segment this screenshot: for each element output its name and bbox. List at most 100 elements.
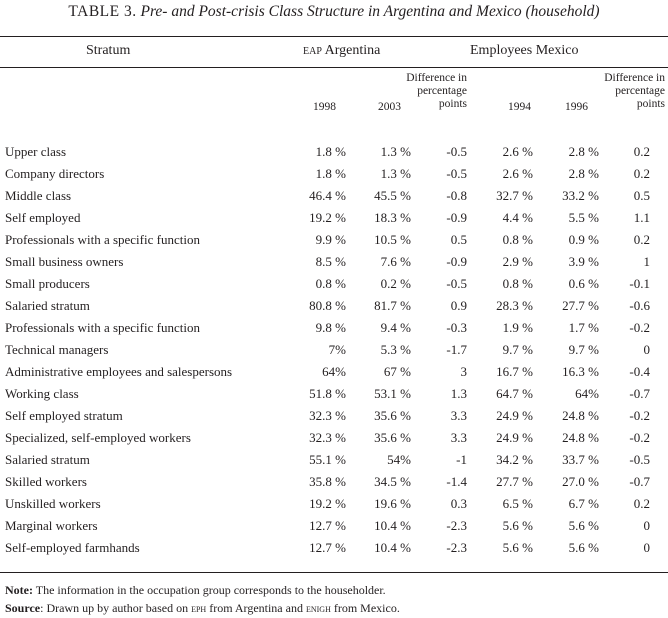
argentina-2003-cell: 7.6 % <box>380 254 411 269</box>
stratum-cell: Administrative employees and salesperson… <box>5 364 233 379</box>
argentina-difference-cell: -0.8 <box>446 188 467 203</box>
mexico-diff-line: points <box>636 98 665 110</box>
argentina-1998-cell: 0.8 % <box>315 276 346 291</box>
mexico-1996-cell: 5.5 % <box>568 210 599 225</box>
mexico-1996-cell: 9.7 % <box>568 342 599 357</box>
argentina-1998-cell: 7% <box>328 342 346 357</box>
argentina-2003-cell: 35.6 % <box>374 430 411 445</box>
argentina-1998-cell: 19.2 % <box>309 496 346 511</box>
stratum-cell: Self employed stratum <box>5 408 123 423</box>
argentina-difference-cell: -0.3 <box>446 320 467 335</box>
stratum-cell: Specialized, self-employed workers <box>5 430 191 445</box>
header-rule <box>0 67 668 68</box>
mexico-difference-cell: 0.2 <box>633 496 650 511</box>
argentina-difference-cell: 0.9 <box>450 298 467 313</box>
stratum-cell: Company directors <box>5 166 105 181</box>
mexico-difference-cell: -0.2 <box>629 408 650 423</box>
mexico-difference-cell: 0 <box>643 518 651 533</box>
table-row: Skilled workers 35.8 % 34.5 % -1.4 27.7 % 27.… <box>0 471 668 493</box>
source-eph: eph <box>191 601 207 615</box>
mexico-difference-cell: 1 <box>643 254 651 269</box>
mexico-difference-cell: -0.1 <box>629 276 650 291</box>
mexico-1996-cell: 16.3 % <box>562 364 599 379</box>
argentina-difference-cell: 1.3 <box>450 386 467 401</box>
stratum-cell: Middle class <box>5 188 72 203</box>
stratum-cell: Professionals with a specific function <box>5 320 200 335</box>
table-label: TABLE 3. <box>68 3 137 20</box>
argentina-diff-line: percentage <box>417 85 467 97</box>
note-line: Note: The information in the occupation … <box>5 581 400 599</box>
stratum-cell: Salaried stratum <box>5 452 90 467</box>
mexico-1996-cell: 0.6 % <box>568 276 599 291</box>
mexico-difference-cell: -0.2 <box>629 320 650 335</box>
note-label: Note: <box>5 583 33 597</box>
source-text: : Drawn up by author based on <box>40 601 192 615</box>
mexico-difference-header: Difference in percentage points <box>604 72 665 111</box>
mexico-1996-cell: 5.6 % <box>568 540 599 555</box>
mexico-difference-cell: -0.4 <box>629 364 650 379</box>
table-row: Middle class 46.4 % 45.5 % -0.8 32.7 % 33.2 %… <box>0 185 668 207</box>
argentina-difference-cell: -1 <box>456 452 467 467</box>
mexico-1994-cell: 5.6 % <box>502 518 533 533</box>
year-1998-header: 1998 <box>313 101 336 113</box>
table-row: Technical managers 7% 5.3 % -1.7 9.7 % 9.7 % 0 <box>0 339 668 361</box>
argentina-1998-cell: 1.8 % <box>315 144 346 159</box>
stratum-cell: Small business owners <box>5 254 124 269</box>
table-row: Self-employed farmhands 12.7 % 10.4 % -2.3 5… <box>0 537 668 559</box>
bottom-rule <box>0 572 668 573</box>
argentina-difference-cell: -1.7 <box>446 342 467 357</box>
mexico-1994-cell: 24.9 % <box>496 408 533 423</box>
argentina-1998-cell: 51.8 % <box>309 386 346 401</box>
argentina-2003-cell: 54% <box>387 452 411 467</box>
table-row: Professionals with a specific function 9.… <box>0 229 668 251</box>
argentina-1998-cell: 9.9 % <box>315 232 346 247</box>
mexico-1994-cell: 28.3 % <box>496 298 533 313</box>
mexico-1996-cell: 24.8 % <box>562 408 599 423</box>
stratum-cell: Marginal workers <box>5 518 98 533</box>
stratum-header: Stratum <box>86 43 131 58</box>
top-rule <box>0 36 668 37</box>
argentina-1998-cell: 64% <box>322 364 346 379</box>
argentina-1998-cell: 8.5 % <box>315 254 346 269</box>
argentina-1998-cell: 1.8 % <box>315 166 346 181</box>
argentina-difference-cell: -2.3 <box>446 540 467 555</box>
source-line: Source: Drawn up by author based on eph … <box>5 599 400 617</box>
argentina-difference-cell: -1.4 <box>446 474 467 489</box>
argentina-2003-cell: 81.7 % <box>374 298 411 313</box>
mexico-1996-cell: 6.7 % <box>568 496 599 511</box>
year-1994-header: 1994 <box>508 101 531 113</box>
stratum-cell: Professionals with a specific function <box>5 232 200 247</box>
mexico-1996-cell: 2.8 % <box>568 144 599 159</box>
mexico-difference-cell: 0 <box>643 342 651 357</box>
mexico-1996-cell: 5.6 % <box>568 518 599 533</box>
argentina-difference-cell: 0.3 <box>450 496 467 511</box>
argentina-1998-cell: 9.8 % <box>315 320 346 335</box>
source-text: from Mexico. <box>330 601 400 615</box>
mexico-difference-cell: -0.7 <box>629 474 650 489</box>
mexico-difference-cell: 0.2 <box>633 232 650 247</box>
mexico-1996-cell: 2.8 % <box>568 166 599 181</box>
mexico-1996-cell: 64% <box>575 386 599 401</box>
table-row: Marginal workers 12.7 % 10.4 % -2.3 5.6 % 5.6… <box>0 515 668 537</box>
argentina-2003-cell: 67 % <box>383 364 411 379</box>
mexico-1996-cell: 33.2 % <box>562 188 599 203</box>
argentina-1998-cell: 35.8 % <box>309 474 346 489</box>
argentina-1998-cell: 80.8 % <box>309 298 346 313</box>
table-row: Self employed 19.2 % 18.3 % -0.9 4.4 % 5.5 % 1… <box>0 207 668 229</box>
source-text: from Argentina and <box>206 601 306 615</box>
table-title: TABLE 3. Pre- and Post-crisis Class Stru… <box>0 3 668 21</box>
mexico-1994-cell: 5.6 % <box>502 540 533 555</box>
mexico-difference-cell: 0.2 <box>633 144 650 159</box>
argentina-header-rest: Argentina <box>321 43 381 58</box>
stratum-cell: Small producers <box>5 276 90 291</box>
table-row: Salaried stratum 80.8 % 81.7 % 0.9 28.3 % 27.… <box>0 295 668 317</box>
mexico-difference-cell: -0.7 <box>629 386 650 401</box>
table-row: Specialized, self-employed workers 32.3 %… <box>0 427 668 449</box>
argentina-difference-cell: -0.9 <box>446 254 467 269</box>
mexico-1994-cell: 16.7 % <box>496 364 533 379</box>
argentina-header-abbr: eap <box>303 43 322 58</box>
mexico-1994-cell: 1.9 % <box>502 320 533 335</box>
table-row: Administrative employees and salesperson… <box>0 361 668 383</box>
argentina-difference-cell: -0.5 <box>446 144 467 159</box>
argentina-2003-cell: 19.6 % <box>374 496 411 511</box>
